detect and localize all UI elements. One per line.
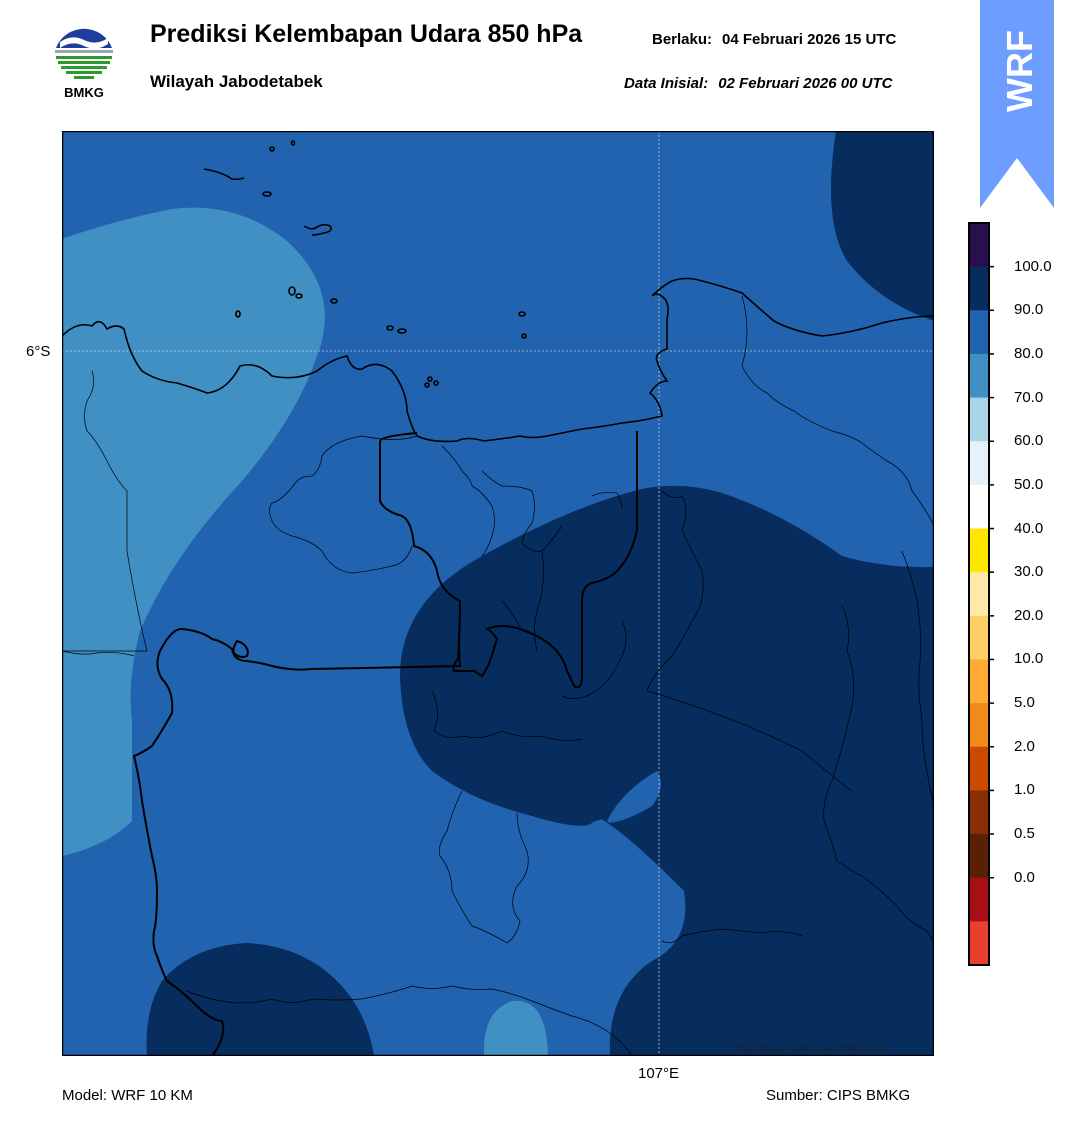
copyright-note: ©Sub Bidang Prediksi Cuaca BMKG, 2026 (735, 1044, 887, 1053)
coastline (62, 277, 934, 443)
colorbar-label: 30.0 (1014, 563, 1044, 581)
colorbar-label: 80.0 (1014, 344, 1044, 362)
colorbar-segment (969, 703, 989, 748)
region-dark-sw (146, 943, 374, 1056)
colorbar-segment (969, 353, 989, 399)
colorbar-label: 2.0 (1014, 737, 1035, 755)
map-title: Prediksi Kelembapan Udara 850 hPa (150, 20, 583, 48)
map-subtitle: Wilayah Jabodetabek (150, 72, 323, 91)
colorbar-segment (969, 572, 989, 617)
colorbar-label: 10.0 (1014, 650, 1044, 668)
colorbar-segment (969, 484, 989, 530)
colorbar-segment (969, 659, 989, 704)
colorbar-segment (969, 528, 989, 573)
init-label: Data Inisial: (624, 75, 709, 92)
valid-label: Berlaku: (652, 31, 713, 48)
colorbar-segment (969, 790, 989, 835)
valid-value: 04 Februari 2026 15 UTC (722, 31, 897, 48)
region-light-blue-south (483, 1000, 548, 1056)
colorbar-segment (969, 441, 989, 486)
humidity-map (62, 131, 934, 1056)
logo-text: BMKG (64, 85, 104, 100)
colorbar-label: 1.0 (1014, 781, 1035, 799)
colorbar-label: 5.0 (1014, 694, 1035, 712)
colorbar-segment (969, 615, 989, 660)
colorbar-segment (969, 397, 989, 442)
colorbar-label: 40.0 (1014, 519, 1044, 537)
valid-time: Berlaku: 04 Februari 2026 15 UTC (652, 31, 906, 48)
bmkg-logo (53, 21, 115, 83)
wrf-badge: WRF (980, 0, 1054, 208)
colorbar-segment (969, 266, 989, 311)
colorbar-segment (969, 921, 989, 966)
colorbar-segment (969, 834, 989, 879)
region-dark-ne (830, 131, 934, 321)
colorbar-label: 20.0 (1014, 606, 1044, 624)
district-borders (62, 295, 934, 1056)
model-info: Model: WRF 10 KM (62, 1087, 193, 1104)
colorbar-label: 90.0 (1014, 301, 1044, 319)
region-dark-central (400, 485, 934, 1056)
colorbar-label: 60.0 (1014, 432, 1044, 450)
colorbar-segment (969, 310, 989, 355)
colorbar-label: 50.0 (1014, 475, 1044, 493)
colorbar-label: 70.0 (1014, 388, 1044, 406)
colorbar-segments (969, 223, 989, 966)
region-light-blue-west (62, 207, 325, 857)
colorbar (968, 222, 994, 966)
islands (203, 140, 527, 388)
colorbar-label: 0.0 (1014, 868, 1035, 886)
init-time: Data Inisial: 02 Februari 2026 00 UTC (624, 75, 902, 92)
colorbar-label: 0.5 (1014, 825, 1035, 843)
province-border (379, 431, 638, 689)
colorbar-label: 100.0 (1014, 257, 1052, 275)
longitude-label: 107°E (638, 1065, 680, 1082)
init-value: 02 Februari 2026 00 UTC (718, 75, 893, 92)
latitude-label: 6°S (26, 343, 51, 360)
colorbar-segment (969, 746, 989, 791)
colorbar-segment (969, 223, 989, 268)
source-info: Sumber: CIPS BMKG (766, 1087, 911, 1104)
wrf-badge-text: WRF (999, 30, 1040, 112)
colorbar-segment (969, 877, 989, 922)
colorbar-ticks (989, 265, 994, 879)
